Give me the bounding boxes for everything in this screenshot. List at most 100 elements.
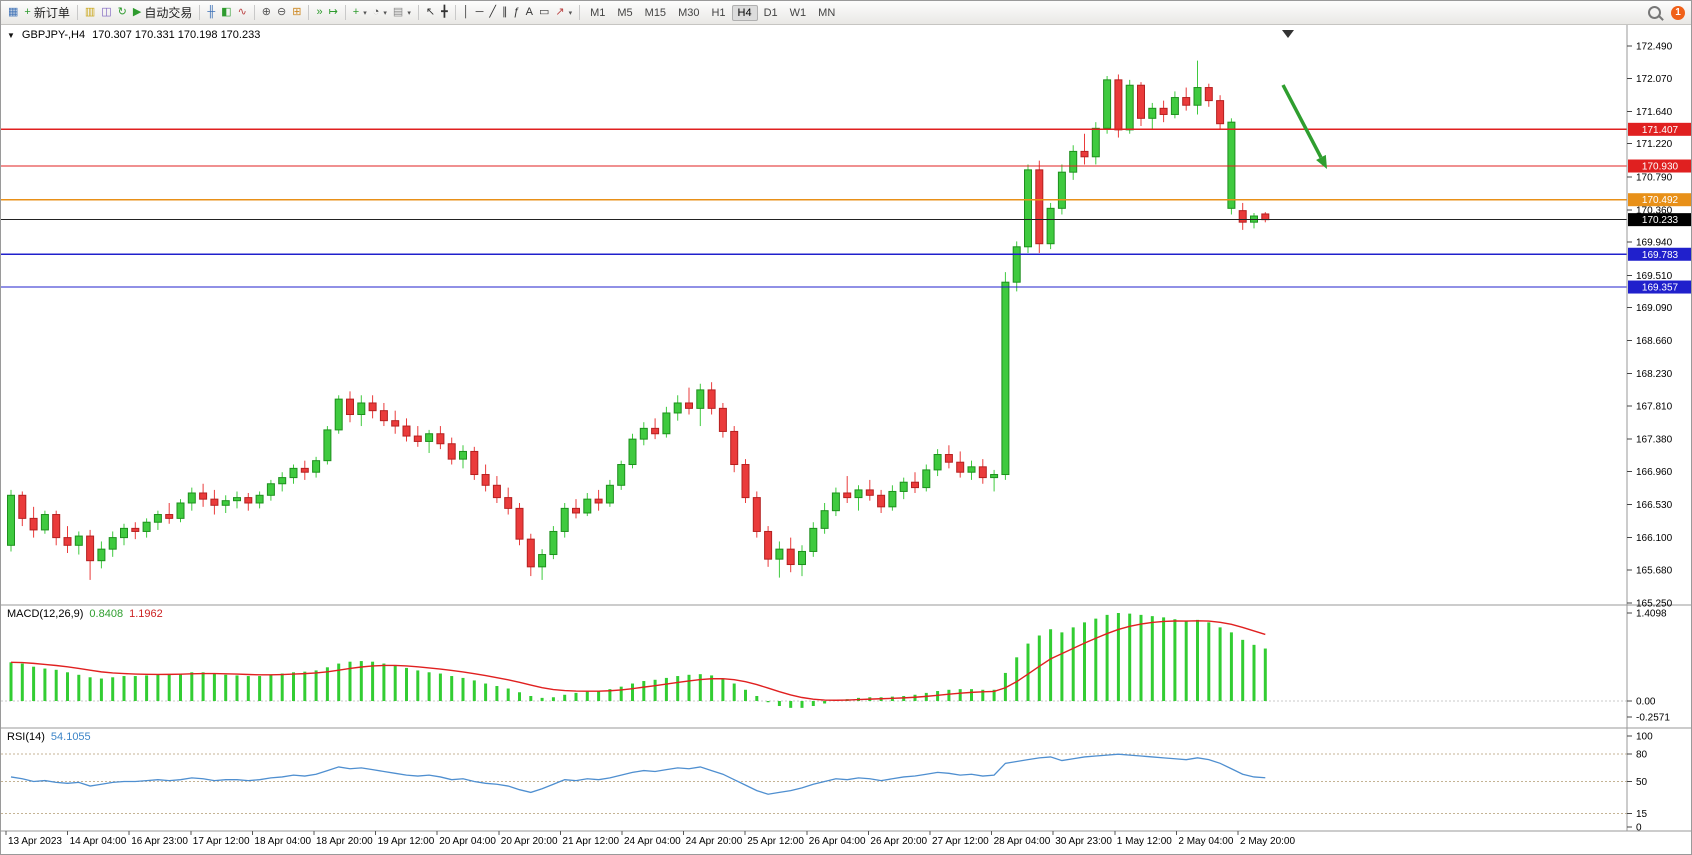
price-axis-label: 171.220 (1636, 139, 1673, 150)
crosshair-tool[interactable]: ╋ (438, 6, 451, 19)
chart-canvas[interactable]: 172.490 172.070 171.640 171.220 170.790 170.3… (1, 25, 1692, 855)
candle (1069, 150, 1078, 173)
terminal-chart-icon[interactable]: ▦ (5, 6, 21, 19)
bar-chart-icon-icon: ╫ (207, 6, 216, 18)
zoom-out-icon-icon: ⊖ (277, 6, 287, 18)
bar-chart-icon[interactable]: ╫ (204, 6, 218, 19)
candle (843, 492, 852, 499)
toolbar-group: + ▾ ◔ ▾ ▤ ▾ (350, 6, 414, 19)
time-axis-label: 19 Apr 12:00 (378, 836, 435, 847)
candle (639, 427, 648, 440)
indicators-button[interactable]: + ▾ (350, 6, 370, 19)
line-chart-icon[interactable]: ∿ (235, 6, 250, 19)
notification-badge[interactable]: 1 (1671, 5, 1685, 20)
indicators-icon: + (352, 6, 360, 18)
text-label-icon: ▭ (538, 6, 550, 18)
time-axis-label: 16 Apr 23:00 (131, 836, 188, 847)
rsi-name: RSI(14) (7, 731, 45, 743)
price-tag (1628, 247, 1691, 261)
time-axis-label: 20 Apr 04:00 (439, 836, 496, 847)
text-tool[interactable]: A (523, 6, 536, 19)
zoom-in-icon[interactable]: ⊕ (259, 6, 274, 19)
arrows-tool[interactable]: ↗ ▾ (552, 6, 575, 19)
profiles-icon-icon: ◫ (101, 6, 112, 18)
profiles-icon[interactable]: ◫ (98, 6, 114, 19)
text-label-tool[interactable]: ▭ (536, 6, 552, 19)
crosshair-icon: ╋ (441, 6, 448, 18)
chevron-down-icon: ▾ (383, 9, 387, 17)
toolbar-separator (417, 5, 419, 20)
timeframe-M30[interactable]: M30 (678, 6, 700, 19)
price-tag-label: 169.357 (1642, 283, 1679, 294)
cursor-tool[interactable]: ↖ (423, 6, 438, 19)
tile-windows-icon[interactable]: ⊞ (289, 6, 304, 19)
candle (1035, 169, 1044, 245)
price-tag (1628, 280, 1691, 294)
periods-button[interactable]: ◔ ▾ (370, 6, 390, 19)
fibonacci-tool[interactable]: ƒ (510, 6, 522, 19)
candle (820, 510, 829, 529)
timeframe-H4[interactable]: H4 (731, 4, 758, 21)
price-axis-label: 165.250 (1636, 599, 1673, 610)
search-icon[interactable] (1648, 6, 1661, 19)
line-chart-icon-icon: ∿ (237, 6, 247, 18)
time-axis[interactable] (1, 831, 1692, 855)
candle (402, 425, 411, 437)
auto-trading-button[interactable]: ▶ 自动交易 (130, 3, 195, 22)
candle (1012, 246, 1021, 283)
candlestick-icon[interactable]: ◧ (218, 6, 234, 19)
timeframe-M15[interactable]: M15 (644, 6, 667, 19)
candle (312, 460, 321, 473)
text-icon: A (525, 6, 533, 18)
rsi-axis-label: 80 (1636, 750, 1648, 761)
toolbar-separator (344, 5, 346, 20)
toolbar-group: │ ─ ╱ ∥ ƒ A ▭ ↗ ▾ (460, 6, 575, 19)
auto-scroll-icon[interactable]: » (313, 6, 325, 19)
time-axis-label: 20 Apr 20:00 (501, 836, 558, 847)
candle (899, 481, 908, 492)
zoom-out-icon[interactable]: ⊖ (274, 6, 289, 19)
timeframe-M1[interactable]: M1 (590, 6, 606, 19)
candle (199, 492, 208, 500)
refresh-icon-icon: ↻ (117, 6, 127, 18)
new-chart-icon[interactable]: ▥ (82, 6, 98, 19)
trend-arrow[interactable] (1281, 84, 1323, 159)
timeframe-MN[interactable]: MN (818, 6, 836, 19)
toolbar-group: ╫ ◧ ∿ (204, 6, 249, 19)
candle (752, 497, 761, 532)
candle (662, 412, 671, 435)
macd-main-value: 0.8408 (89, 608, 124, 620)
cursor-icon: ↖ (425, 6, 436, 18)
chart-shift-icon[interactable]: ↦ (326, 6, 341, 19)
price-axis-label: 166.530 (1636, 500, 1673, 511)
rsi-pane-label: RSI(14) 54.1055 (7, 731, 91, 743)
timeframe-W1[interactable]: W1 (789, 6, 807, 19)
channel-tool[interactable]: ∥ (499, 6, 511, 19)
macd-axis-label: -0.2571 (1636, 713, 1670, 724)
candle (379, 410, 388, 422)
candle (300, 467, 309, 473)
candle (1103, 79, 1112, 129)
macd-signal-line (10, 620, 1266, 701)
candle (1170, 97, 1179, 115)
trendline-tool[interactable]: ╱ (486, 6, 499, 19)
price-axis-label: 166.960 (1636, 467, 1673, 478)
timeframe-D1[interactable]: D1 (763, 6, 778, 19)
horizontal-line-tool[interactable]: ─ (473, 6, 487, 19)
timeframe-M5[interactable]: M5 (617, 6, 633, 19)
chart-menu-arrow[interactable]: ▼ (7, 30, 15, 40)
refresh-icon[interactable]: ↻ (115, 6, 130, 19)
price-axis[interactable] (1627, 25, 1692, 831)
candle (1137, 84, 1145, 119)
price-tag (1628, 213, 1691, 227)
chart-shift-marker[interactable] (1282, 30, 1294, 38)
templates-button[interactable]: ▤ ▾ (390, 6, 414, 19)
candle (255, 494, 264, 504)
candle (572, 507, 580, 514)
candle (425, 433, 434, 442)
vertical-line-tool[interactable]: │ (460, 6, 473, 19)
auto-scroll-icon-icon: » (316, 6, 323, 18)
timeframe-H1[interactable]: H1 (711, 6, 726, 19)
new-order-button[interactable]: + 新订单 (21, 3, 72, 22)
macd-axis-label: 0.00 (1636, 697, 1656, 708)
